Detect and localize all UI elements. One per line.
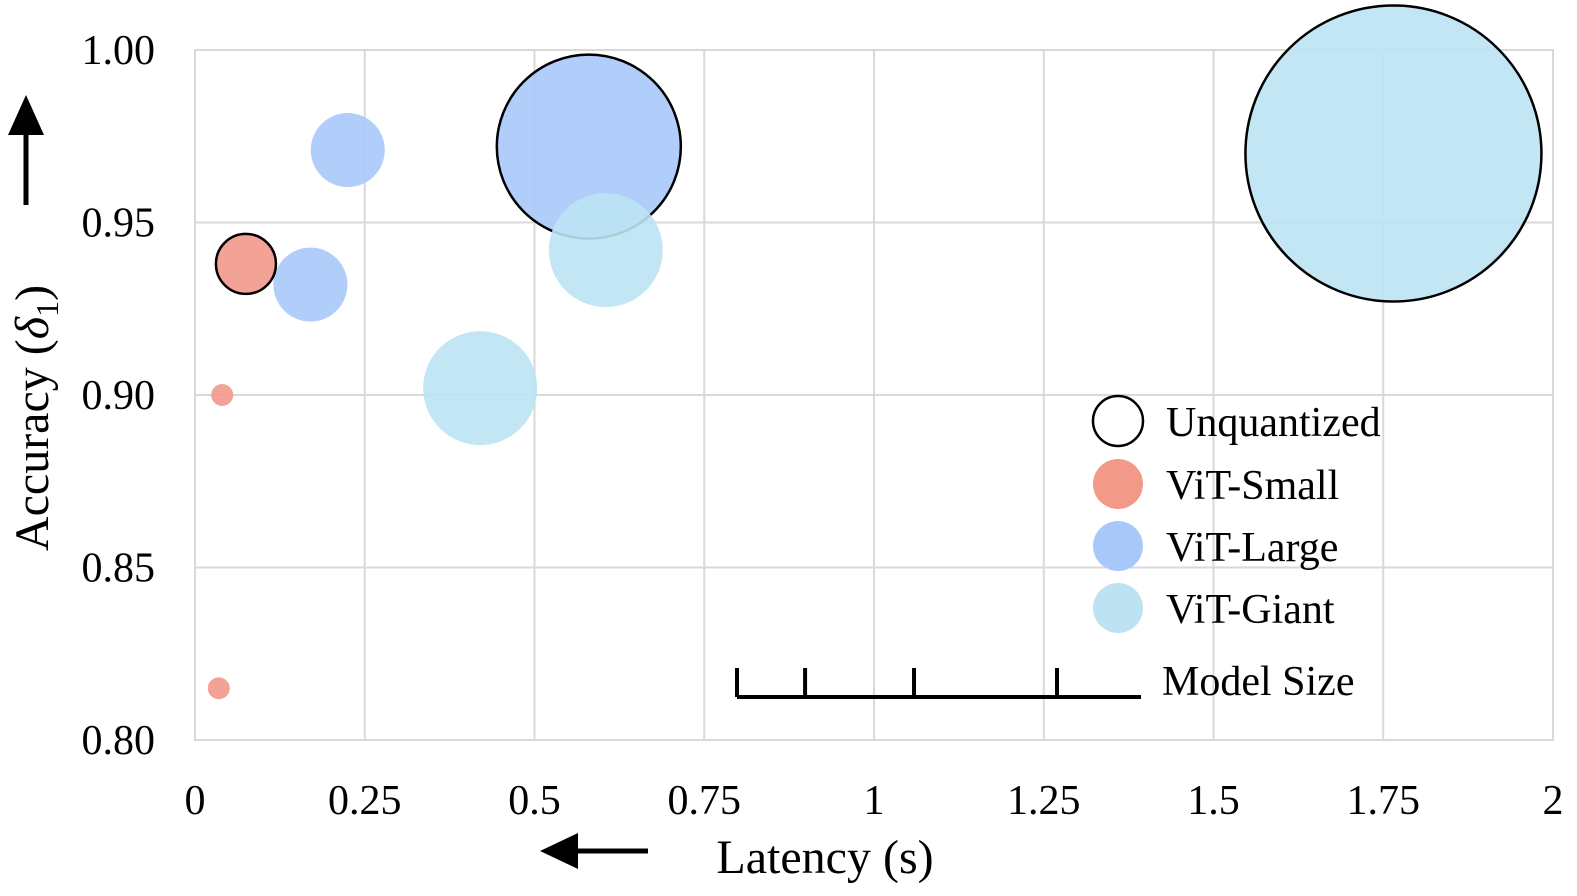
- y-axis-title-symbol: δ: [6, 316, 59, 339]
- y-tick-label: 0.85: [82, 546, 156, 592]
- bubble-vit-small-unquantized: [214, 232, 278, 296]
- bubble-vit-large: [310, 113, 385, 188]
- legend-label-vit-large: ViT-Large: [1166, 525, 1338, 571]
- bubbles: [207, 4, 1543, 700]
- x-tick-label: 2: [1543, 778, 1564, 824]
- legend-item-vit-small: ViT-Small: [1093, 459, 1339, 509]
- y-axis-arrow-icon: [8, 95, 44, 205]
- x-tick-label: 0: [185, 778, 206, 824]
- y-tick-label: 0.80: [82, 718, 156, 764]
- bubble-vit-giant: [423, 331, 538, 446]
- plot-border: [194, 49, 1554, 741]
- y-axis-title-subscript: 1: [29, 301, 65, 317]
- x-tick-label: 0.25: [328, 778, 402, 824]
- bubble-vit-small: [211, 384, 234, 406]
- y-tick-labels: 0.80 0.85 0.90 0.95 1.00: [82, 28, 156, 764]
- bubble-vit-giant: [548, 193, 663, 308]
- model-size-scale: Model Size: [735, 659, 1354, 705]
- x-axis-title: Latency (s): [716, 831, 933, 884]
- legend-label-unquantized: Unquantized: [1166, 400, 1381, 446]
- legend-swatch-vit-giant: [1093, 583, 1143, 633]
- y-axis-title-suffix: ): [6, 285, 59, 301]
- plot-frame: [194, 49, 1554, 741]
- x-tick-label: 1.75: [1347, 778, 1421, 824]
- x-tick-label: 1.25: [1007, 778, 1081, 824]
- y-axis-title: Accuracy (δ1): [6, 285, 65, 551]
- y-tick-label: 0.90: [82, 373, 156, 419]
- x-axis-arrow-icon: [540, 833, 648, 869]
- legend-item-unquantized: Unquantized: [1091, 394, 1381, 448]
- x-tick-label: 0.5: [508, 778, 561, 824]
- bubble-vit-giant-unquantized: [1244, 4, 1543, 303]
- y-tick-label: 0.95: [82, 201, 156, 247]
- x-tick-label: 1: [864, 778, 885, 824]
- x-tick-label: 0.75: [668, 778, 742, 824]
- legend-item-vit-giant: ViT-Giant: [1093, 583, 1335, 633]
- legend-swatch-vit-small: [1093, 459, 1143, 509]
- x-tick-label: 1.5: [1187, 778, 1240, 824]
- y-axis-title-prefix: Accuracy (: [6, 339, 59, 551]
- legend-item-vit-large: ViT-Large: [1093, 521, 1338, 571]
- bubble-vit-small: [207, 677, 230, 700]
- x-tick-labels: 0 0.25 0.5 0.75 1 1.25 1.5 1.75 2: [185, 778, 1564, 824]
- legend-label-vit-small: ViT-Small: [1166, 463, 1339, 509]
- bubble-vit-large: [273, 247, 348, 322]
- legend: Unquantized ViT-Small ViT-Large ViT-Gian…: [735, 394, 1381, 705]
- model-size-label: Model Size: [1162, 659, 1354, 705]
- x-axis-title-group: Latency (s): [540, 831, 934, 884]
- legend-swatch-unquantized: [1091, 394, 1145, 448]
- legend-swatch-vit-large: [1093, 521, 1143, 571]
- legend-label-vit-giant: ViT-Giant: [1166, 587, 1335, 633]
- y-axis-title-group: Accuracy (δ1): [6, 95, 65, 551]
- y-tick-label: 1.00: [82, 28, 156, 74]
